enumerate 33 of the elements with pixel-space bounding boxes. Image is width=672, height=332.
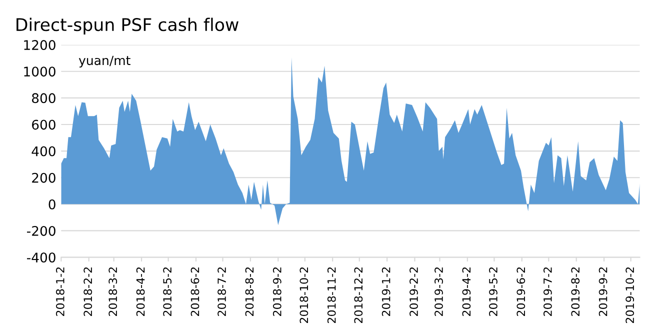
x-tick-label: 2019-9-2: [598, 267, 608, 316]
chart-title: Direct-spun PSF cash flow: [16, 18, 238, 35]
x-tick-label: 2018-4-2: [136, 267, 145, 316]
y-tick-label: 400: [32, 146, 56, 156]
x-tick-label: 2018-2-2: [84, 267, 92, 316]
y-tick-label: -200: [26, 226, 56, 236]
x-tick-label: 2018-7-2: [218, 267, 226, 316]
x-tick-label: 2018-11-2: [327, 267, 336, 324]
y-tick-label: 1000: [24, 66, 56, 77]
x-tick-label: 2019-6-2: [516, 267, 526, 316]
x-tick-label: 2018-12-2: [354, 267, 363, 324]
y-tick-label: -400: [26, 252, 56, 262]
x-tick-label: 2018-8-2: [245, 267, 254, 316]
y-tick-label: 0: [48, 199, 56, 210]
y-tick-label: 1200: [24, 40, 56, 50]
annotation: yuan/mt: [78, 56, 130, 68]
x-tick-label: 2019-4-2: [462, 267, 471, 316]
x-tick-label: 2019-3-2: [434, 267, 443, 316]
x-tick-label: 2019-10-2: [626, 267, 634, 324]
x-tick-label: 2018-10-2: [300, 267, 308, 324]
x-tick-label: 2019-5-2: [489, 267, 498, 316]
y-tick-label: 800: [32, 93, 56, 104]
x-tick-label: 2018-3-2: [108, 267, 118, 316]
x-tick-label: 2019-2-2: [410, 267, 418, 316]
y-tick-label: 200: [32, 172, 56, 183]
y-tick-label: 600: [32, 120, 56, 130]
x-tick-label: 2019-1-2: [382, 267, 390, 316]
x-tick-label: 2018-1-2: [56, 267, 64, 316]
x-tick-label: 2019-7-2: [543, 267, 552, 316]
x-tick-label: 2019-8-2: [571, 267, 580, 316]
x-tick-label: 2018-5-2: [163, 267, 172, 316]
x-tick-label: 2018-9-2: [272, 267, 282, 316]
x-tick-label: 2018-6-2: [190, 267, 200, 316]
